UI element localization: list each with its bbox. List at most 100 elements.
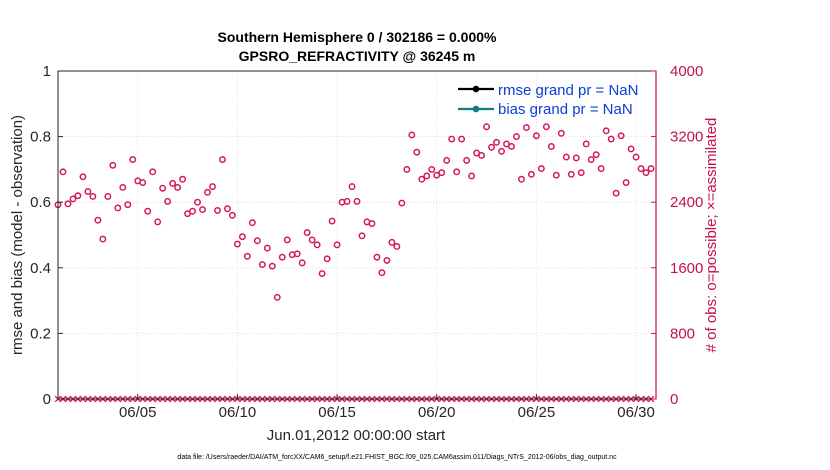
- legend-bias-marker: [472, 105, 480, 113]
- left-y-tick-label: 0.4: [30, 260, 51, 277]
- left-y-axis-label: rmse and bias (model - observation): [9, 115, 26, 355]
- possible-obs-point: [223, 205, 231, 213]
- possible-obs-point: [582, 140, 590, 148]
- possible-obs-point: [532, 132, 540, 140]
- possible-obs-point: [233, 240, 241, 248]
- possible-obs-point: [144, 207, 152, 215]
- left-y-tick-label: 0.6: [30, 194, 51, 211]
- possible-obs-point: [343, 197, 351, 205]
- right-y-tick-label: 4000: [670, 63, 703, 80]
- possible-obs-point: [119, 183, 127, 191]
- possible-obs-point: [189, 207, 197, 215]
- possible-obs-point: [199, 206, 206, 214]
- possible-obs-point: [214, 206, 221, 214]
- possible-obs-point: [567, 170, 575, 178]
- left-y-axis-ticks: 0 0.2 0.4 0.6 0.8 1: [30, 63, 63, 408]
- possible-obs-point: [527, 170, 535, 178]
- possible-obs-point: [537, 165, 545, 173]
- possible-obs-point: [353, 197, 361, 205]
- possible-obs-point: [597, 165, 605, 173]
- possible-obs-point: [69, 195, 77, 203]
- possible-obs-point: [418, 175, 426, 183]
- possible-obs-point: [194, 198, 201, 206]
- possible-obs-point: [627, 145, 635, 153]
- possible-obs-point: [368, 220, 376, 227]
- x-axis-label: Jun.01,2012 00:00:00 start: [267, 427, 446, 444]
- right-y-tick-label: 2400: [670, 194, 703, 211]
- possible-obs-point: [169, 179, 177, 187]
- right-y-tick-label: 800: [670, 325, 695, 342]
- possible-obs-point: [448, 135, 456, 143]
- possible-obs-point: [403, 165, 411, 173]
- possible-obs-point: [74, 192, 82, 200]
- possible-obs-point: [612, 189, 620, 197]
- possible-obs-point: [79, 173, 87, 181]
- possible-obs-point: [253, 237, 261, 245]
- possible-obs-point: [463, 156, 471, 164]
- grid-lines: [58, 71, 656, 399]
- x-tick-label: 06/25: [518, 404, 556, 421]
- possible-obs-point: [388, 238, 396, 246]
- x-tick-label: 06/10: [219, 404, 257, 421]
- possible-obs-point: [248, 219, 256, 227]
- possible-obs-point: [637, 165, 645, 173]
- possible-obs-point: [104, 193, 112, 200]
- possible-obs-point: [209, 183, 216, 191]
- possible-obs-point: [124, 201, 132, 209]
- possible-obs-point: [383, 256, 391, 264]
- possible-obs-point: [617, 132, 625, 140]
- possible-obs-point: [179, 175, 187, 183]
- possible-obs-point: [318, 270, 326, 277]
- possible-obs-point: [498, 147, 505, 155]
- possible-obs-point: [129, 156, 137, 164]
- possible-obs-point: [174, 183, 182, 191]
- possible-obs-point: [268, 262, 276, 270]
- possible-obs-point: [204, 188, 211, 196]
- possible-obs-point: [488, 143, 495, 151]
- possible-obs-point: [468, 172, 476, 180]
- possible-obs-point: [89, 193, 97, 200]
- possible-obs-point: [64, 200, 72, 208]
- possible-obs-point: [243, 252, 251, 260]
- right-y-axis-label: # of obs: o=possible; ×=assimilated: [703, 118, 720, 353]
- possible-obs-point: [308, 236, 316, 244]
- legend-rmse-label: rmse grand pr = NaN: [498, 82, 638, 99]
- legend-rmse-marker: [472, 85, 480, 93]
- possible-obs-point: [572, 154, 580, 162]
- possible-obs-point: [84, 188, 92, 195]
- left-y-tick-label: 1: [43, 63, 51, 80]
- possible-obs-point: [408, 131, 416, 139]
- possible-obs-point: [483, 123, 491, 131]
- possible-obs-point: [518, 175, 525, 183]
- possible-obs-point: [557, 129, 565, 137]
- possible-obs-point: [283, 236, 291, 244]
- possible-obs-point: [438, 169, 446, 177]
- possible-obs-point: [587, 156, 595, 164]
- possible-obs-point: [547, 142, 555, 150]
- possible-obs-point: [373, 253, 381, 261]
- possible-obs-point: [602, 127, 610, 135]
- possible-obs-point: [513, 133, 520, 141]
- x-axis-ticks: 06/05 06/10 06/15 06/20 06/25 06/30: [119, 394, 655, 421]
- possible-obs-point: [647, 165, 655, 173]
- possible-obs-point: [298, 259, 306, 267]
- left-y-tick-label: 0.2: [30, 325, 51, 342]
- x-tick-label: 06/20: [418, 404, 456, 421]
- possible-obs-point: [109, 161, 117, 169]
- x-tick-label: 06/05: [119, 404, 157, 421]
- possible-obs-point: [607, 135, 615, 143]
- possible-obs-point: [562, 153, 570, 161]
- possible-obs-point: [458, 135, 466, 143]
- possible-obs-point: [478, 152, 486, 159]
- possible-obs-point: [552, 171, 560, 179]
- possible-obs-point: [99, 235, 107, 243]
- possible-obs-point: [323, 255, 331, 263]
- x-tick-label: 06/30: [617, 404, 655, 421]
- possible-obs-point: [164, 197, 172, 205]
- legend: rmse grand pr = NaN bias grand pr = NaN: [458, 82, 638, 118]
- possible-obs-point: [333, 241, 341, 249]
- possible-obs-point: [328, 217, 336, 225]
- possible-obs-point: [219, 156, 226, 164]
- possible-obs-point: [263, 244, 271, 252]
